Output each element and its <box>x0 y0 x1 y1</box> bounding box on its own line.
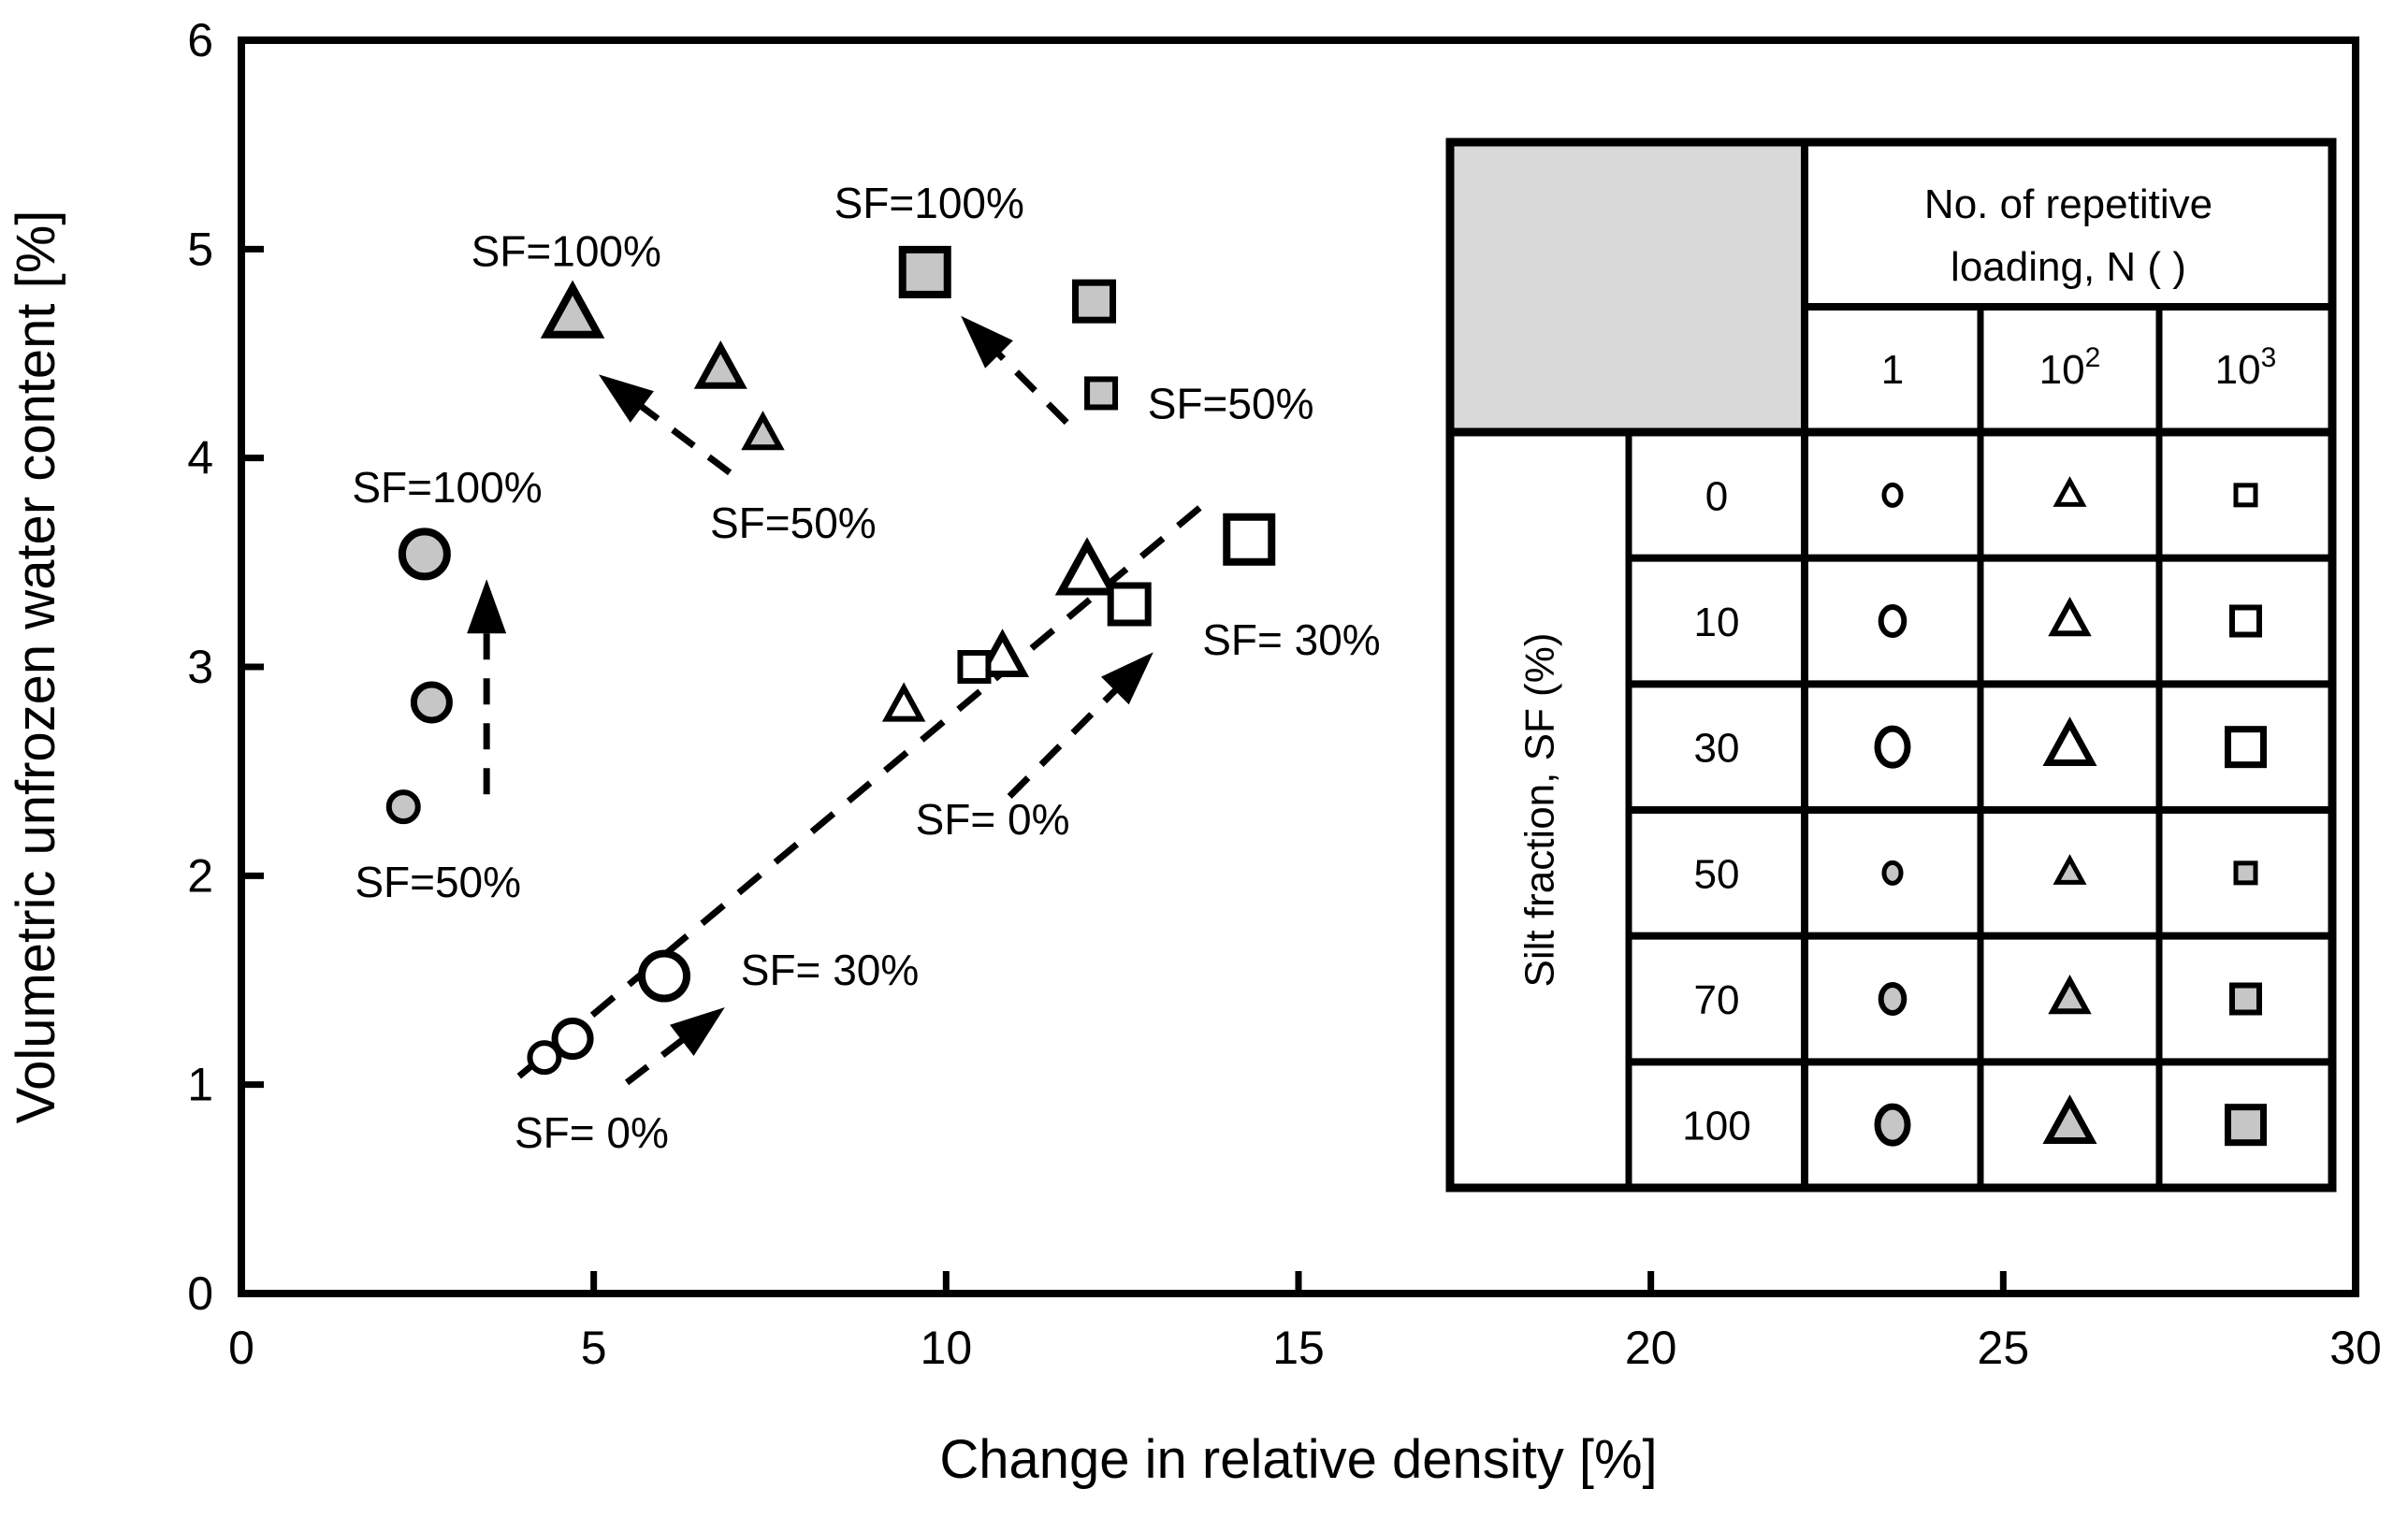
data-point-square-sf0 <box>957 650 992 684</box>
circles-up-arrow-head <box>467 579 507 634</box>
legend-symbol-square-sf30 <box>2225 726 2267 769</box>
legend-n-label-0: 1 <box>1881 347 1904 393</box>
data-point-circle-sf100 <box>398 528 451 581</box>
data-point-square-sf70 <box>1072 279 1117 324</box>
x-tick-label: 0 <box>228 1322 254 1374</box>
x-tick-label: 5 <box>581 1322 607 1374</box>
legend-sf-label-100: 100 <box>1682 1104 1750 1149</box>
legend-row-header: Silt fraction, SF (%) <box>1517 633 1563 988</box>
legend-n-label-2: 103 <box>2215 342 2277 393</box>
legend-symbol-triangle-sf70 <box>2048 974 2092 1015</box>
legend-symbol-triangle-sf50 <box>2053 854 2087 885</box>
data-point-square-sf10 <box>1107 582 1152 627</box>
middle-ne-arrow-shaft <box>1007 678 1127 799</box>
legend-header-line2: loading, N ( ) <box>1951 244 2186 290</box>
legend-symbol-circle-sf100 <box>1874 1103 1911 1147</box>
legend-sf-label-50: 50 <box>1694 851 1740 897</box>
data-point-triangle-sf0 <box>881 682 926 722</box>
y-tick-label: 1 <box>187 1059 213 1111</box>
legend-symbol-triangle-sf0 <box>2053 476 2087 507</box>
legend-symbol-square-sf100 <box>2225 1104 2267 1147</box>
legend-symbol-circle-sf10 <box>1878 604 1908 638</box>
legend-sf-label-0: 0 <box>1705 473 1728 519</box>
legend-symbol-circle-sf70 <box>1878 982 1908 1016</box>
legend-sf-label-30: 30 <box>1694 726 1740 772</box>
plot-border <box>238 36 2359 1297</box>
sf-annotation-3: SF=50% <box>1148 380 1314 428</box>
squares-nw-arrow-shaft <box>987 342 1069 426</box>
legend-corner-cell <box>1450 142 1805 432</box>
middle-ne-arrow <box>1007 652 1153 799</box>
y-tick-label: 6 <box>187 14 213 66</box>
legend-symbol-triangle-sf100 <box>2042 1094 2097 1144</box>
legend-outer-border <box>1445 137 2337 1193</box>
legend-sf-label-10: 10 <box>1694 600 1740 645</box>
sf-annotation-7: SF= 30% <box>741 946 920 994</box>
y-tick-label: 5 <box>187 223 213 275</box>
data-point-circle-sf30 <box>638 949 690 1003</box>
data-point-circle-sf70 <box>410 681 453 724</box>
sf-annotation-6: SF= 0% <box>515 1108 669 1157</box>
legend-header-line1: No. of repetitive <box>1924 181 2212 227</box>
plot-area <box>238 36 2359 1297</box>
x-tick-label: 25 <box>1978 1322 2030 1374</box>
x-tick-label: 20 <box>1625 1322 1677 1374</box>
x-tick-label: 10 <box>921 1322 973 1374</box>
triangles-nw-arrow-shaft <box>629 396 733 476</box>
legend-n-label-1: 102 <box>2039 342 2101 393</box>
x-tick-label: 30 <box>2329 1322 2382 1374</box>
squares-nw-arrow <box>961 315 1069 426</box>
legend-symbol-square-sf0 <box>2233 483 2258 508</box>
legend-symbol-triangle-sf10 <box>2048 596 2092 637</box>
legend-symbol-circle-sf50 <box>1881 860 1904 886</box>
x-axis-title: Change in relative density [%] <box>939 1429 1657 1490</box>
data-point-square-sf100 <box>898 245 951 298</box>
sf-annotation-9: SF= 30% <box>1202 615 1381 664</box>
data-point-square-sf30 <box>1223 513 1276 566</box>
data-point-circle-sf0 <box>527 1040 562 1076</box>
y-tick-label: 2 <box>187 849 213 902</box>
bottom-ne-arrow-shaft <box>624 1029 695 1086</box>
legend-symbol-circle-sf30 <box>1874 725 1911 769</box>
triangles-nw-arrow-head <box>598 374 654 423</box>
bottom-ne-arrow <box>624 1007 725 1086</box>
data-point-square-sf50 <box>1084 376 1119 411</box>
data-point-triangle-sf100 <box>540 280 605 339</box>
circles-up-arrow <box>467 579 507 795</box>
middle-ne-arrow-head <box>1100 652 1153 705</box>
sf-annotation-4: SF=100% <box>352 463 542 512</box>
data-point-triangle-sf70 <box>693 340 747 389</box>
sf-annotation-2: SF=100% <box>834 179 1024 227</box>
legend-symbol-circle-sf0 <box>1881 482 1904 508</box>
sf-annotation-1: SF=50% <box>710 499 877 547</box>
triangles-nw-arrow <box>598 374 733 476</box>
legend-sf-label-70: 70 <box>1694 977 1740 1023</box>
x-tick-label: 15 <box>1272 1322 1325 1374</box>
data-point-triangle-sf50 <box>741 411 785 451</box>
annotations: SF=100% SF=50% SF=100% SF=50% SF=100% SF=50% S… <box>352 179 1380 1157</box>
data-point-circle-sf50 <box>385 789 421 825</box>
y-axis-title: Volumetric unfrozen water content [%] <box>6 210 66 1124</box>
sf-annotation-8: SF= 0% <box>916 795 1070 844</box>
trend-line <box>516 499 1210 1079</box>
legend-symbol-square-sf10 <box>2229 604 2262 638</box>
bottom-ne-arrow-head <box>669 1007 725 1057</box>
y-tick-label: 4 <box>187 432 213 484</box>
data-marks <box>385 245 1276 1086</box>
data-point-circle-sf10 <box>551 1018 594 1061</box>
sf-annotation-5: SF=50% <box>355 858 521 906</box>
squares-nw-arrow-head <box>961 315 1013 369</box>
y-tick-label: 0 <box>187 1267 213 1320</box>
sf-annotation-0: SF=100% <box>471 227 661 276</box>
legend-symbol-square-sf70 <box>2229 982 2262 1016</box>
y-tick-label: 3 <box>187 641 213 693</box>
legend-symbol-triangle-sf30 <box>2042 716 2097 766</box>
data-point-triangle-sf30 <box>1054 537 1120 596</box>
data-point-triangle-sf10 <box>976 629 1030 677</box>
legend-symbol-square-sf50 <box>2233 860 2258 886</box>
